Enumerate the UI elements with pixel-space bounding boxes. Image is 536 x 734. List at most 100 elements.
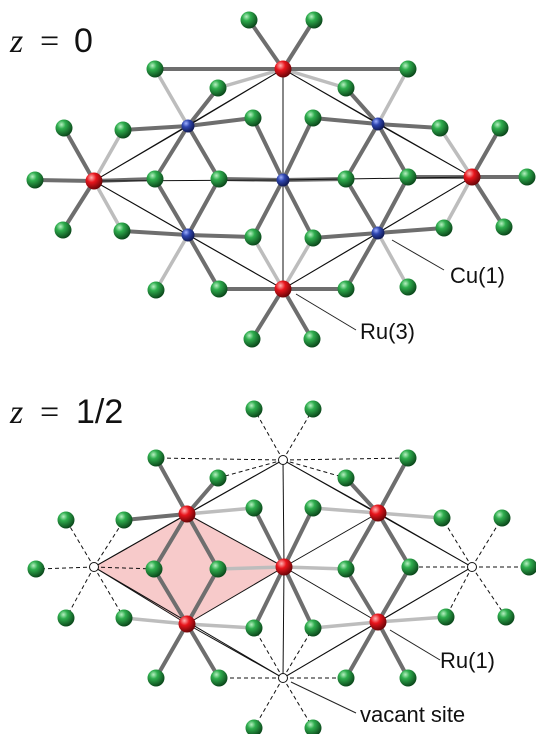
cu-atom-green [113, 222, 131, 240]
cu-atom-green [518, 168, 536, 186]
ru-atom-red [463, 168, 481, 186]
bond [438, 126, 474, 179]
cu-atom-green [435, 219, 453, 237]
cu-atom-green [114, 121, 132, 139]
bond [247, 18, 285, 71]
dashed-line [65, 519, 95, 568]
cu-atom-green [431, 119, 449, 137]
bottom-heading-equals: = [40, 394, 59, 431]
cu-atom-green [146, 170, 164, 188]
bond [152, 512, 189, 571]
bond [376, 122, 410, 179]
cu-atom-green [145, 560, 163, 578]
cu-atom-blue [371, 226, 385, 240]
bond [185, 567, 220, 626]
cu-atom-green [146, 60, 164, 78]
cell-line [187, 68, 284, 127]
bond [216, 565, 286, 571]
cu-atom-green [245, 499, 263, 517]
ru-atom-red [178, 505, 196, 523]
bond [376, 231, 410, 289]
bond [376, 122, 442, 130]
cell-line [282, 566, 285, 679]
cell-line [283, 512, 379, 568]
bond [154, 456, 189, 516]
bond [252, 565, 286, 630]
bond [376, 175, 410, 235]
cu-atom-green [245, 619, 263, 637]
bond [282, 565, 315, 630]
bond [252, 506, 286, 569]
ru-atom-red [274, 60, 292, 78]
cell-line [186, 566, 285, 625]
dashed-line [471, 517, 503, 568]
panel-z0: z = 0 Cu(1) Ru(3) [9, 11, 536, 348]
bond [186, 233, 255, 239]
cu-atom-green [304, 499, 322, 517]
bond [376, 456, 410, 515]
cu-atom-green [210, 280, 228, 298]
ru3-label: Ru(3) [360, 319, 415, 344]
bond [470, 175, 506, 229]
ru-atom-red [369, 504, 387, 522]
cu-atom-green [243, 330, 261, 348]
cu-atom-green [147, 669, 165, 687]
cu-atom-green [245, 400, 263, 418]
top-heading-variable: z [9, 23, 23, 60]
cell-line [377, 123, 473, 178]
bond [442, 175, 474, 230]
bond [281, 287, 314, 341]
ru1-callout: Ru(1) [389, 629, 495, 673]
top-heading-value: 0 [74, 22, 93, 60]
cu-atom-green [240, 11, 258, 29]
cell-line [186, 513, 285, 568]
bond [281, 236, 315, 291]
ru-atom-red [369, 613, 387, 631]
cell-line [282, 68, 379, 125]
bond [186, 116, 255, 128]
bond [153, 67, 190, 128]
dashed-line [282, 677, 314, 729]
cu1-callout: Cu(1) [391, 239, 505, 288]
cu-atom-green [26, 171, 44, 189]
bottom-heading: z = 1/2 [9, 393, 123, 431]
dashed-line [445, 566, 473, 618]
bond [376, 67, 410, 126]
cu-atom-green [304, 229, 322, 247]
bond [185, 622, 256, 630]
cu-atom-green [304, 619, 322, 637]
cu-atom-blue [181, 119, 195, 133]
ru-atom-red [274, 280, 292, 298]
dashed-line [35, 566, 95, 570]
dashed-line [93, 519, 125, 568]
bond [185, 506, 256, 516]
dashed-line [155, 457, 284, 461]
cu-atom-green [57, 511, 75, 529]
dashed-line [282, 457, 409, 461]
cu-atom-green [337, 669, 355, 687]
bond [281, 18, 316, 71]
cell-line [282, 459, 285, 568]
vacant-site [278, 673, 288, 683]
cu-atom-green [115, 609, 133, 627]
bond [61, 179, 96, 232]
cu-atom-green [57, 609, 75, 627]
bond [251, 116, 285, 182]
bond [376, 511, 444, 520]
bond [120, 229, 190, 237]
cu-atom-green [401, 558, 419, 576]
bond [344, 620, 380, 680]
bond [344, 231, 380, 291]
cu-atom-green [337, 170, 355, 188]
bond [186, 124, 221, 181]
cu-atom-green [304, 400, 322, 418]
cu-atom-green [209, 560, 227, 578]
cu-atom-green [399, 669, 417, 687]
ru-atom-red [178, 615, 196, 633]
top-heading: z = 0 [9, 22, 93, 60]
cu-atom-green [337, 79, 355, 97]
bond [122, 616, 189, 626]
bond [376, 226, 446, 235]
bond [121, 124, 190, 132]
cu-atom-green [115, 511, 133, 529]
